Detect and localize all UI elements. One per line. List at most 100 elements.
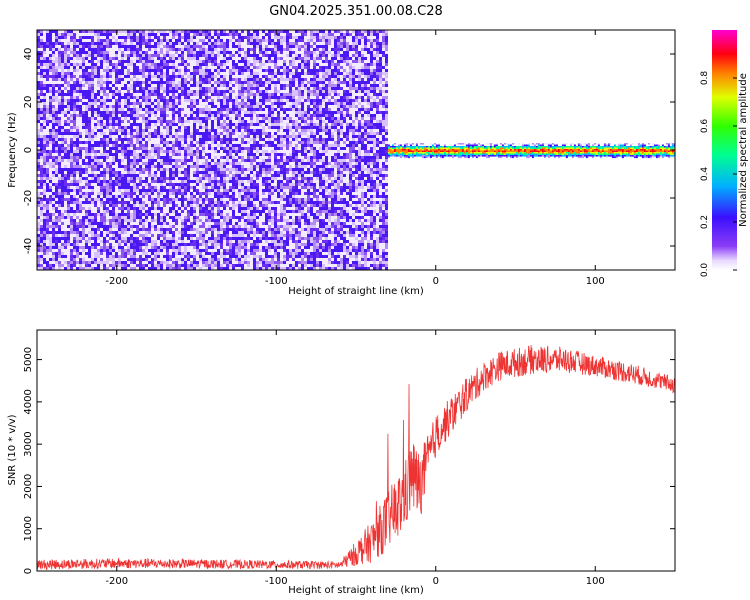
heatmap-cell [193, 147, 196, 150]
heatmap-cell [94, 198, 97, 201]
heatmap-cell [37, 102, 40, 105]
heatmap-cell [52, 84, 55, 87]
heatmap-cell [64, 126, 67, 129]
heatmap-cell [85, 195, 88, 198]
heatmap-cell [208, 111, 211, 114]
heatmap-cell [139, 222, 142, 225]
heatmap-cell [178, 33, 181, 36]
heatmap-cell [193, 213, 196, 216]
heatmap-cell [160, 135, 163, 138]
heatmap-cell [100, 183, 103, 186]
heatmap-cell [172, 192, 175, 195]
heatmap-cell [55, 96, 58, 99]
heatmap-cell [136, 228, 139, 231]
heatmap-cell [97, 33, 100, 36]
heatmap-cell [214, 231, 217, 234]
heatmap-cell [94, 183, 97, 186]
heatmap-cell [70, 51, 73, 54]
heatmap-cell [55, 183, 58, 186]
heatmap-cell [49, 117, 52, 120]
heatmap-cell [193, 123, 196, 126]
heatmap-cell [205, 48, 208, 51]
heatmap-cell [43, 171, 46, 174]
heatmap-cell [175, 237, 178, 240]
heatmap-cell [37, 261, 40, 264]
heatmap-cell [148, 186, 151, 189]
heatmap-cell [88, 249, 91, 252]
heatmap-cell [208, 138, 211, 141]
heatmap-cell [70, 87, 73, 90]
heatmap-cell [163, 36, 166, 39]
heatmap-cell [187, 213, 190, 216]
heatmap-cell [190, 69, 193, 72]
heatmap-cell [142, 204, 145, 207]
heatmap-cell [217, 192, 220, 195]
heatmap-cell [106, 105, 109, 108]
heatmap-cell [70, 45, 73, 48]
heatmap-cell [106, 75, 109, 78]
heatmap-cell [133, 45, 136, 48]
heatmap-cell [205, 54, 208, 57]
heatmap-cell [61, 216, 64, 219]
heatmap-cell [115, 162, 118, 165]
heatmap-cell [178, 69, 181, 72]
heatmap-cell [43, 33, 46, 36]
heatmap-cell [205, 219, 208, 222]
heatmap-cell [145, 96, 148, 99]
heatmap-cell [40, 60, 43, 63]
heatmap-cell [127, 138, 130, 141]
heatmap-cell [145, 213, 148, 216]
heatmap-cell [85, 153, 88, 156]
heatmap-cell [193, 228, 196, 231]
heatmap-cell [43, 261, 46, 264]
heatmap-cell [145, 216, 148, 219]
heatmap-cell [220, 129, 223, 132]
heatmap-cell [91, 57, 94, 60]
heatmap-cell [52, 219, 55, 222]
heatmap-cell [43, 240, 46, 243]
heatmap-cell [178, 102, 181, 105]
heatmap-cell [124, 222, 127, 225]
heatmap-cell [187, 33, 190, 36]
heatmap-cell [61, 153, 64, 156]
heatmap-cell [202, 219, 205, 222]
heatmap-cell [118, 81, 121, 84]
heatmap-cell [127, 66, 130, 69]
heatmap-cell [181, 234, 184, 237]
heatmap-cell [157, 159, 160, 162]
heatmap-cell [64, 225, 67, 228]
heatmap-cell [211, 234, 214, 237]
heatmap-cell [43, 249, 46, 252]
heatmap-cell [187, 114, 190, 117]
heatmap-cell [136, 207, 139, 210]
heatmap-cell [163, 210, 166, 213]
heatmap-cell [187, 111, 190, 114]
heatmap-cell [43, 108, 46, 111]
heatmap-cell [82, 147, 85, 150]
heatmap-cell [139, 96, 142, 99]
heatmap-cell [49, 81, 52, 84]
heatmap-cell [115, 204, 118, 207]
heatmap-cell [148, 93, 151, 96]
heatmap-cell [121, 231, 124, 234]
heatmap-cell [199, 255, 202, 258]
heatmap-cell [46, 237, 49, 240]
heatmap-cell [43, 255, 46, 258]
heatmap-cell [160, 186, 163, 189]
heatmap-cell [187, 174, 190, 177]
heatmap-cell [160, 33, 163, 36]
heatmap-cell [64, 33, 67, 36]
heatmap-cell [97, 246, 100, 249]
heatmap-cell [211, 45, 214, 48]
heatmap-cell [43, 207, 46, 210]
heatmap-cell [55, 267, 58, 270]
heatmap-cell [79, 180, 82, 183]
heatmap-cell [67, 264, 70, 267]
heatmap-cell [169, 186, 172, 189]
heatmap-cell [178, 165, 181, 168]
heatmap-cell [172, 123, 175, 126]
heatmap-cell [43, 201, 46, 204]
heatmap-cell [85, 78, 88, 81]
heatmap-cell [100, 249, 103, 252]
